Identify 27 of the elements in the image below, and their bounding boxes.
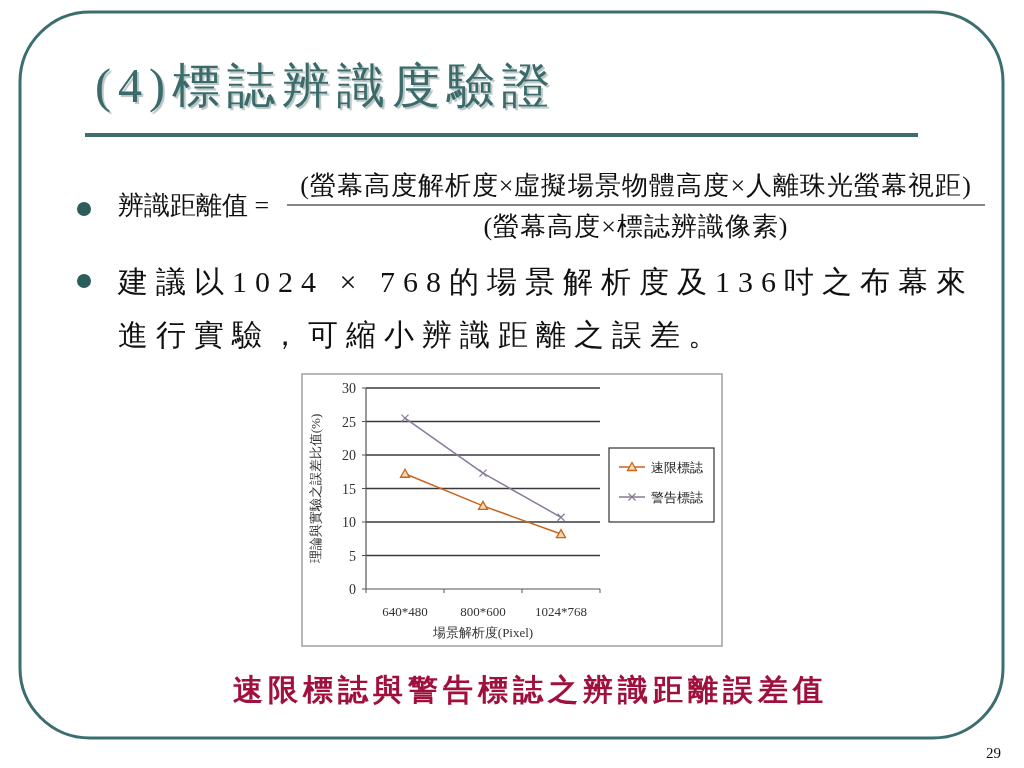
xtick: 800*600 (460, 604, 506, 619)
xtick: 640*480 (382, 604, 428, 619)
ytick: 20 (342, 448, 356, 463)
annotation: 29 (986, 745, 1001, 761)
point (478, 468, 488, 478)
ylabel: 理論與實驗之誤差比值(%) (308, 413, 323, 564)
ytick: 15 (342, 481, 356, 497)
title: (4)標誌辨識度驗證 (95, 59, 557, 112)
xtick: 1024*768 (535, 604, 587, 619)
ytick: 5 (349, 548, 356, 564)
annotation: 建議以1024 × 768的場景解析度及136吋之布幕來進行實驗，可縮小辨識距離之誤差。 (118, 265, 974, 351)
point (399, 468, 411, 478)
annotation: (螢幕高度×標誌辨識像素) (483, 212, 789, 241)
annotation: (螢幕高度解析度×虛擬場景物體高度×人離珠光螢幕視距) (300, 171, 972, 200)
ytick: 25 (342, 414, 356, 430)
annotation: 速限標誌與警告標誌之辨識距離誤差值 (232, 673, 828, 706)
annotation: 辨識距離值 = (118, 191, 270, 220)
ytick: 30 (342, 381, 356, 396)
point (555, 528, 567, 539)
point (400, 414, 410, 423)
ytick: 0 (349, 582, 356, 597)
xlabel: 場景解析度(Pixel) (432, 625, 534, 640)
legend-label: 警告標誌 (651, 490, 703, 505)
point (556, 513, 566, 522)
legend-label: 速限標誌 (651, 460, 703, 475)
ytick: 10 (342, 515, 356, 530)
point (477, 500, 489, 511)
